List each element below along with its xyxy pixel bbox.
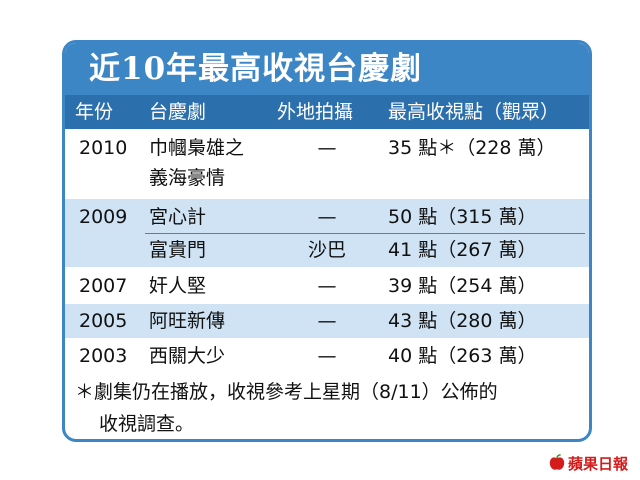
footnote: ＊劇集仍在播放，收視參考上星期（8/11）公佈的 收視調查。 [75, 376, 580, 439]
cell-year: 2007 [79, 275, 128, 297]
logo-text: 蘋果日報 [568, 454, 629, 473]
table-header: 年份 台慶劇 外地拍攝 最高收視點（觀眾） [65, 95, 589, 129]
cell-drama: 富貴門 [149, 239, 207, 261]
cell-location: 沙巴 [307, 239, 346, 261]
table-row: 2005 阿旺新傳 — 43 點（280 萬） [65, 304, 589, 338]
cell-drama: 巾幗梟雄之 [149, 137, 245, 159]
cell-location: — [317, 275, 337, 297]
cell-drama: 西關大少 [149, 345, 226, 367]
cell-location: — [317, 345, 337, 367]
row-divider [145, 233, 585, 234]
cell-rating: 40 點（263 萬） [388, 345, 537, 367]
cell-location: — [317, 137, 337, 159]
cell-drama: 阿旺新傳 [149, 310, 226, 332]
cell-year: 2009 [79, 206, 128, 228]
table-title: 近10年最高收視台慶劇 [89, 51, 423, 87]
cell-rating: 50 點（315 萬） [388, 206, 537, 228]
table-row: 2010 巾幗梟雄之 義海豪情 — 35 點＊（228 萬） [65, 129, 589, 197]
footnote-line2: 收視調查。 [99, 413, 195, 435]
cell-year: 2010 [79, 137, 128, 159]
table-row: 2007 奸人堅 — 39 點（254 萬） [65, 269, 589, 303]
header-year: 年份 [75, 101, 114, 123]
apple-icon [549, 454, 565, 470]
table-card: 近10年最高收視台慶劇 年份 台慶劇 外地拍攝 最高收視點（觀眾） 2010 巾… [62, 40, 592, 442]
title-bar: 近10年最高收視台慶劇 [65, 43, 589, 95]
cell-location: — [317, 206, 337, 228]
cell-rating: 35 點＊（228 萬） [388, 137, 556, 159]
table-row: 2003 西關大少 — 40 點（263 萬） [65, 339, 589, 373]
newspaper-logo: 蘋果日報 [548, 452, 628, 474]
cell-year: 2003 [79, 345, 128, 367]
cell-drama: 奸人堅 [149, 275, 207, 297]
cell-rating: 43 點（280 萬） [388, 310, 537, 332]
cell-drama: 宮心計 [149, 206, 207, 228]
cell-drama-line2: 義海豪情 [149, 167, 226, 189]
header-location: 外地拍攝 [277, 101, 354, 123]
cell-location: — [317, 310, 337, 332]
header-drama: 台慶劇 [149, 101, 207, 123]
table-row-group: 2009 宮心計 — 50 點（315 萬） 富貴門 沙巴 41 點（267 萬… [65, 199, 589, 267]
cell-rating: 39 點（254 萬） [388, 275, 537, 297]
cell-rating: 41 點（267 萬） [388, 239, 537, 261]
header-rating: 最高收視點（觀眾） [388, 101, 560, 123]
cell-year: 2005 [79, 310, 128, 332]
footnote-line1: ＊劇集仍在播放，收視參考上星期（8/11）公佈的 [75, 381, 498, 403]
